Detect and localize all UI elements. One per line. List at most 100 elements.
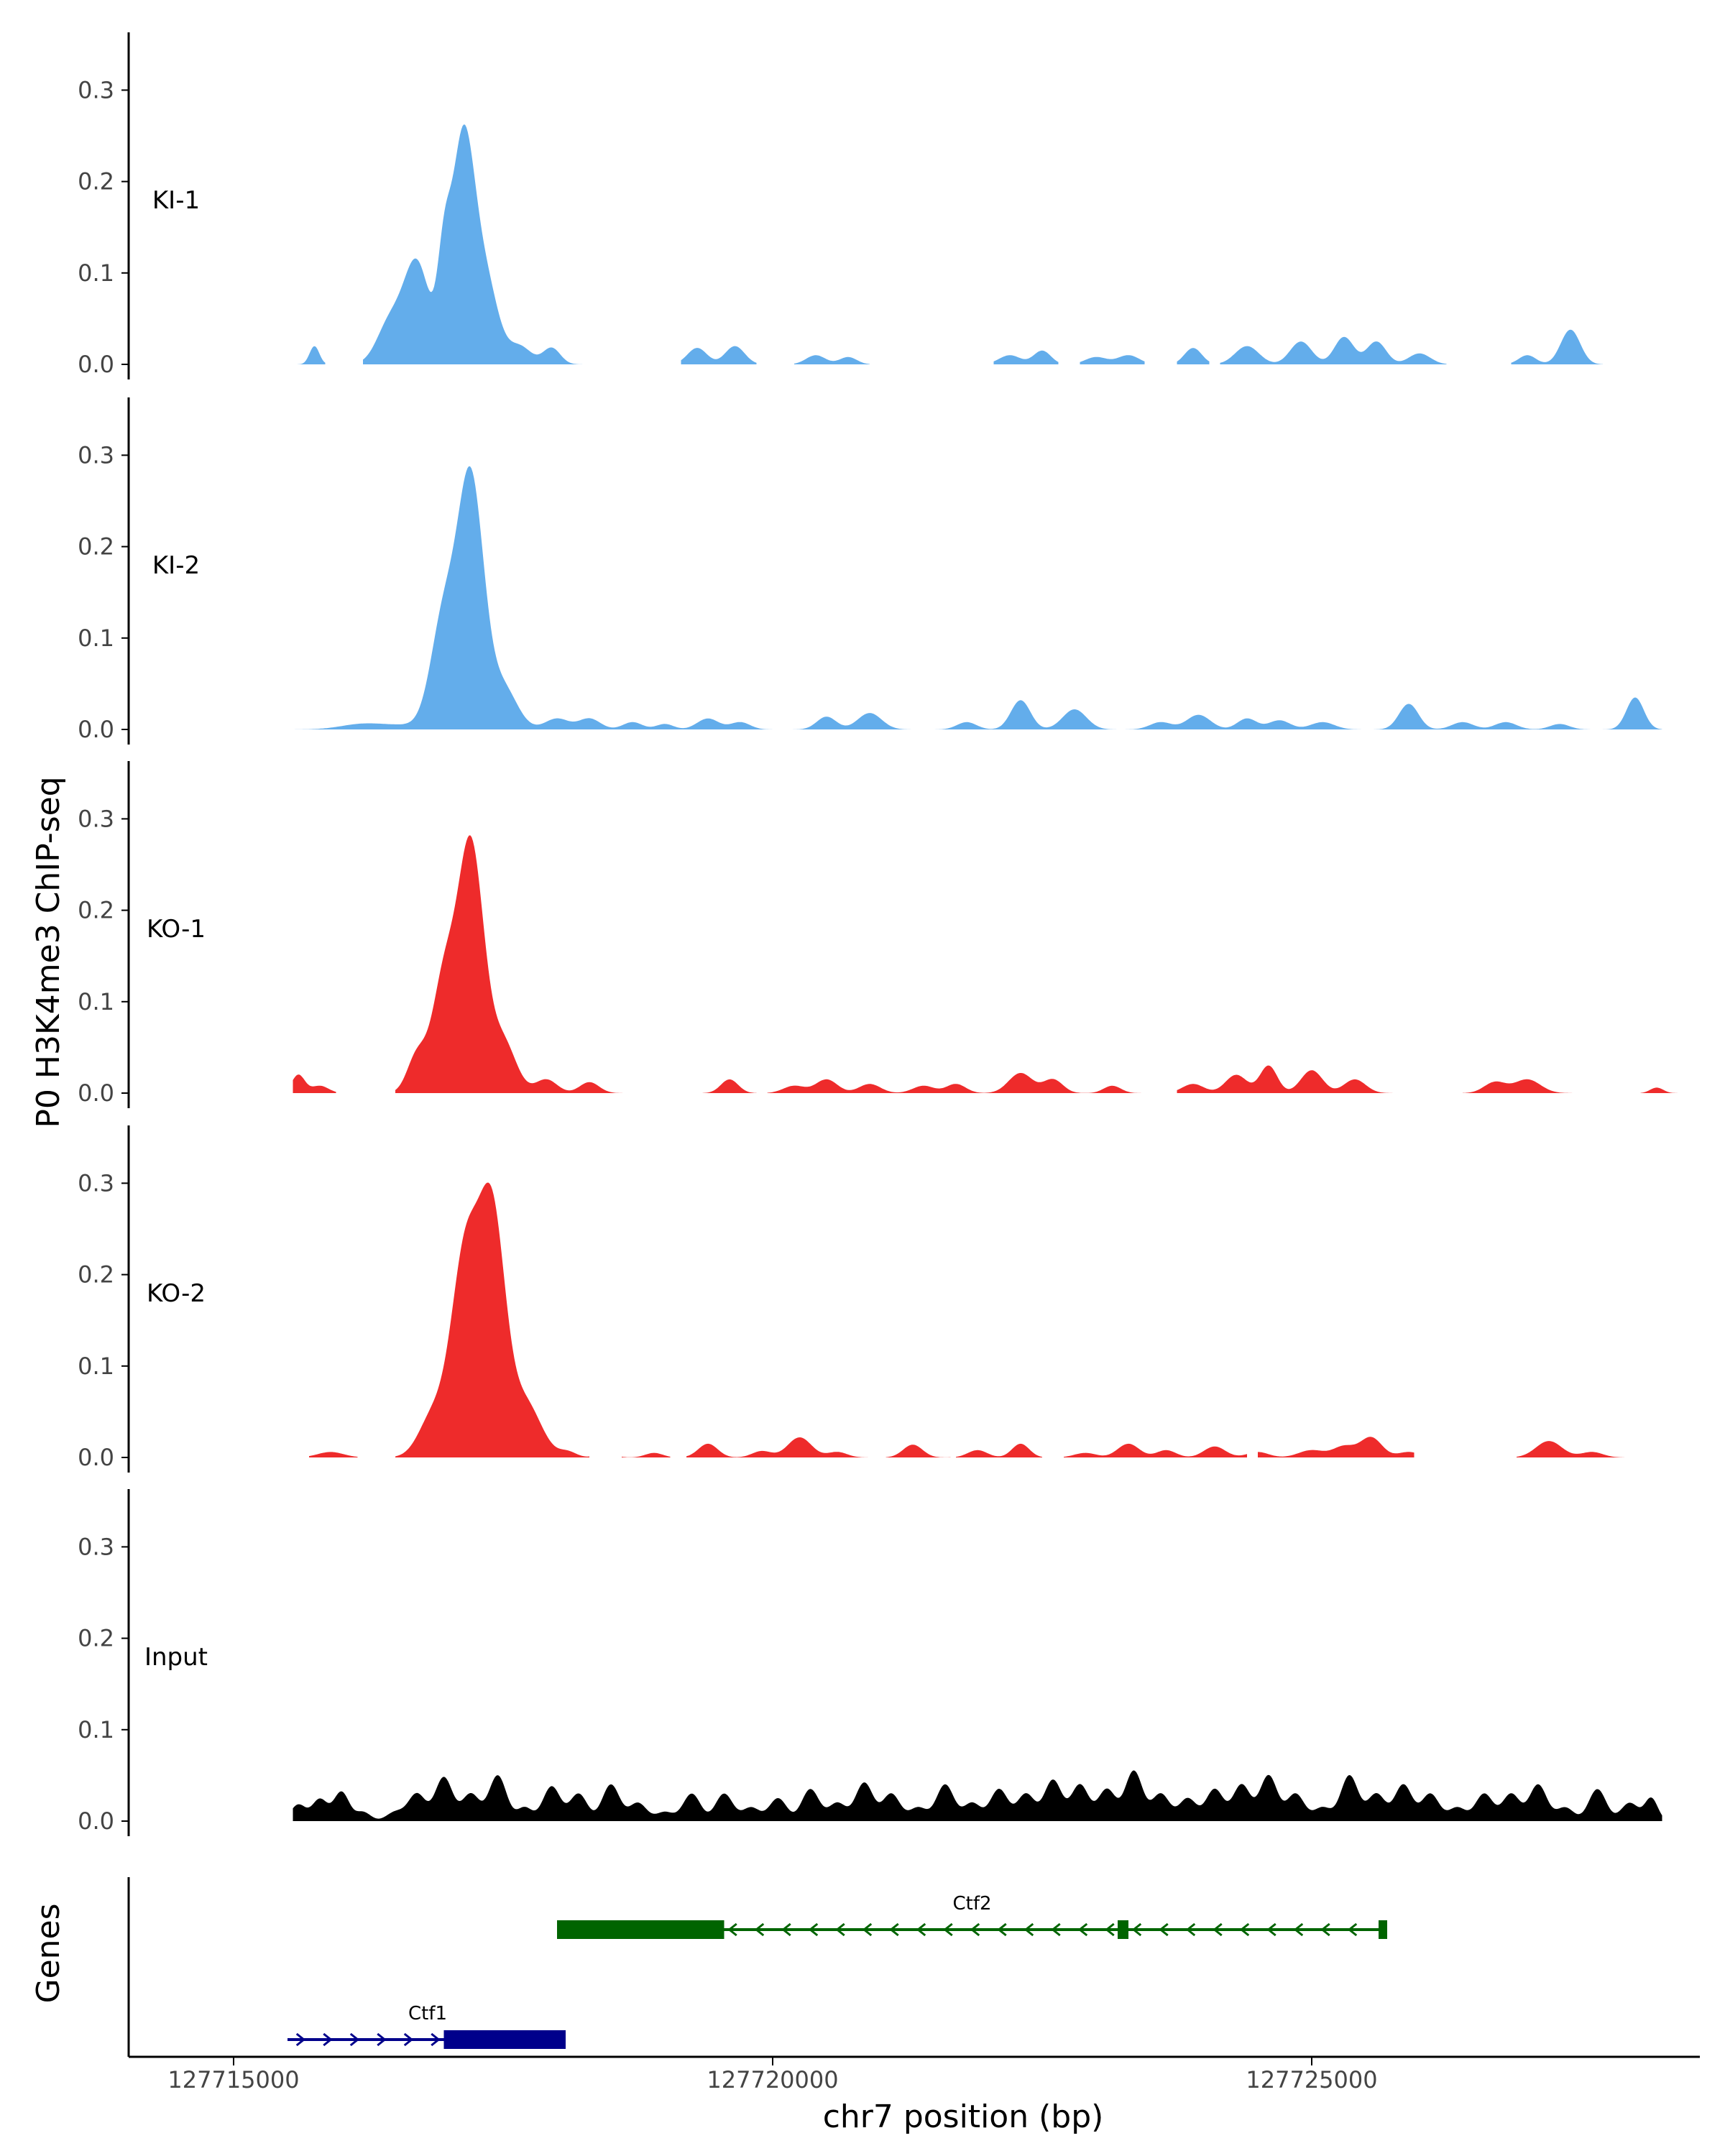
y-tick-label: 0.2 [78,1625,114,1652]
strand-arrow [997,1922,1007,1937]
tracks-layer: 0.00.10.20.3KI-10.00.10.20.3KI-20.00.10.… [78,32,1700,1836]
y-tick-label: 0.3 [78,76,114,103]
y-tick-label: 0.0 [78,1444,114,1471]
track-ki-2: 0.0 0.1 0.2 0.3 KI-2 [78,397,1662,745]
y-tick-label: 0.2 [78,897,114,924]
coverage-area [1177,1065,1414,1093]
strand-arrow [295,2032,306,2047]
y-tick-label: 0.1 [78,1716,114,1743]
strand-arrow [323,2032,333,2047]
coverage-area [395,835,643,1093]
strand-arrow [1051,1922,1061,1937]
coverage-area [686,1443,778,1457]
x-axis: 127715000 127720000 127725000 [129,2055,1700,2093]
gene-exon [1118,1920,1128,1939]
strand-arrow [808,1922,819,1937]
strand-arrow [1320,1922,1330,1937]
strand-arrow [1185,1922,1196,1937]
y-tick-label: 0.2 [78,168,114,195]
coverage-area [363,124,606,364]
coverage-area [1258,1437,1414,1457]
coverage-area [309,1452,358,1457]
strand-arrow [1239,1922,1250,1937]
y-tick-label: 0.1 [78,1353,114,1380]
coverage-area [1064,1443,1247,1457]
y-tick-label: 0.0 [78,1807,114,1835]
coverage-area [622,1452,671,1457]
coverage-area [293,1074,336,1093]
y-tick-label: 0.2 [78,533,114,561]
coverage-area [1004,1073,1145,1093]
strand-arrow [1293,1922,1304,1937]
strand-arrow [1347,1922,1358,1937]
genes-axis-title: Genes [30,1903,67,2003]
strand-arrow [916,1922,926,1937]
strand-arrow [889,1922,899,1937]
coverage-area [293,1770,1662,1821]
gene-ctf1: Ctf1 [288,2003,566,2049]
track-label: KI-1 [152,186,200,215]
strand-arrow [943,1922,953,1937]
gene-exon [1379,1920,1387,1939]
strand-arrow [1024,1922,1034,1937]
strand-arrow [727,1922,737,1937]
y-tick-label: 0.1 [78,625,114,652]
strand-arrow [403,2032,414,2047]
track-ko-2: 0.0 0.1 0.2 0.3 KO-2 [78,1125,1624,1473]
strand-arrow [1077,1922,1088,1937]
coverage-area [1220,336,1447,364]
track-ki-1: 0.0 0.1 0.2 0.3 KI-1 [78,32,1603,379]
strand-arrow [377,2032,387,2047]
strand-arrow [1159,1922,1169,1937]
coverage-area [1080,355,1145,364]
coverage-area [1463,1079,1581,1093]
y-tick-label: 0.1 [78,988,114,1015]
y-tick-label: 0.1 [78,259,114,287]
track-label: KO-1 [147,915,206,944]
track-ko-1: 0.0 0.1 0.2 0.3 KO-1 [78,761,1700,1108]
gene-ctf2: Ctf2 [557,1893,1387,1939]
x-tick-label: 127715000 [167,2066,299,2093]
coverage-area [681,346,757,364]
strand-arrow [1131,1922,1142,1937]
coverage-area [1177,348,1210,364]
x-tick-label: 127720000 [707,2066,838,2093]
x-axis-title: chr7 position (bp) [823,2099,1104,2135]
genes-layer: Ctf2 Ctf1 [127,1877,1387,2057]
strand-arrow [1266,1922,1276,1937]
coverage-area [886,1445,951,1457]
y-tick-label: 0.0 [78,1079,114,1107]
y-tick-label: 0.3 [78,805,114,832]
strand-arrow [781,1922,791,1937]
y-axis-title: P0 H3K4me3 ChIP-seq [30,776,67,1128]
coverage-area [1640,1087,1700,1093]
strand-arrow [754,1922,765,1937]
strand-arrow [835,1922,845,1937]
y-tick-label: 0.3 [78,441,114,469]
coverage-area [993,350,1059,364]
strand-arrow [862,1922,873,1937]
track-label: Input [144,1643,208,1672]
coverage-area [794,355,870,364]
y-tick-label: 0.3 [78,1169,114,1197]
strand-arrow [349,2032,360,2047]
track-input: 0.0 0.1 0.2 0.3 Input [78,1489,1662,1836]
y-tick-label: 0.2 [78,1261,114,1289]
strand-arrow [1105,1922,1115,1937]
gene-name-label: Ctf2 [952,1893,991,1915]
track-label: KO-2 [147,1279,206,1308]
coverage-area [767,1079,1010,1093]
strand-arrow [1213,1922,1223,1937]
strand-arrow [970,1922,980,1937]
coverage-area [1511,329,1603,364]
coverage-area [956,1443,1042,1457]
x-tick-label: 127725000 [1246,2066,1377,2093]
coverage-area [1517,1441,1624,1457]
y-tick-label: 0.0 [78,716,114,743]
strand-arrow [431,2032,441,2047]
coverage-area [778,1437,870,1457]
track-label: KI-2 [152,551,200,580]
y-tick-label: 0.3 [78,1533,114,1560]
gene-name-label: Ctf1 [408,2003,447,2024]
